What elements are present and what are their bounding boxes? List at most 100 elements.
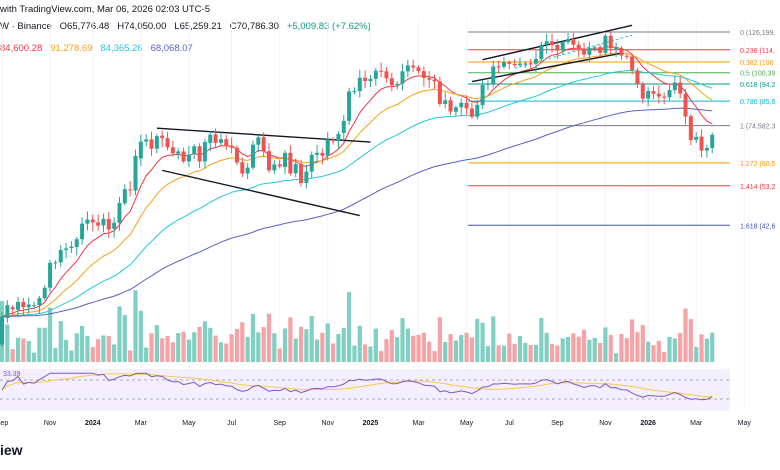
- volume-bar: [37, 327, 42, 362]
- candle-body: [555, 45, 560, 51]
- volume-bar: [74, 333, 79, 362]
- volume-bar: [261, 327, 266, 362]
- volume-bar: [63, 340, 69, 362]
- volume-bar: [202, 321, 208, 362]
- volume-bar: [58, 321, 63, 362]
- volume-bar: [69, 350, 74, 362]
- volume-bar: [320, 332, 325, 362]
- candle-body: [480, 84, 485, 106]
- volume-bar: [651, 345, 656, 362]
- volume-bar: [453, 340, 458, 362]
- volume-bar: [581, 329, 587, 362]
- chart-header: with TradingView.com, Mar 06, 2026 02:03…: [0, 0, 780, 54]
- candle-body: [550, 41, 555, 46]
- volume-bar: [133, 290, 138, 362]
- channel-lower-trendline: [471, 52, 622, 83]
- volume-bar: [640, 324, 645, 362]
- rsi-pane-bg: [0, 369, 730, 411]
- volume-bar: [336, 334, 341, 362]
- close-value: C70,786.30: [229, 21, 279, 32]
- candle-body: [202, 142, 207, 162]
- volume-bar: [635, 332, 640, 362]
- volume-bar: [282, 328, 288, 362]
- ema-mid-value: 91,278.69: [50, 43, 93, 54]
- candle-body: [288, 152, 293, 174]
- candle-body: [405, 65, 410, 72]
- volume-bar: [85, 335, 90, 362]
- ema-fast-line: [1, 46, 713, 318]
- fib-label: 1.272 (60,5: [740, 161, 776, 168]
- volume-bar: [512, 343, 517, 362]
- x-tick-label: May: [738, 420, 752, 427]
- fib-label: 0.786 (85,6: [740, 99, 776, 106]
- x-tick-label: 2024: [85, 420, 101, 427]
- x-tick-label: May: [182, 420, 196, 427]
- volume-bar: [165, 335, 170, 362]
- volume-bar: [475, 318, 480, 362]
- candle-body: [651, 91, 656, 94]
- candle-body: [165, 138, 170, 148]
- volume-bar: [587, 339, 592, 362]
- volume-bar: [26, 341, 31, 362]
- fib-label: 1 (74,582.3: [740, 124, 776, 131]
- x-tick-label: May: [460, 420, 474, 427]
- candle-body: [352, 91, 357, 93]
- candle-body: [469, 108, 474, 117]
- candle-body: [261, 137, 266, 152]
- candle-body: [320, 152, 325, 156]
- volume-bar: [576, 336, 581, 362]
- candle-body: [138, 141, 143, 159]
- volume-bar: [368, 346, 373, 362]
- candle-body: [421, 71, 426, 78]
- low-value: L65,259.21: [174, 21, 222, 32]
- candle-body: [42, 287, 47, 299]
- volume-bar: [416, 335, 421, 362]
- volume-bar: [117, 306, 122, 362]
- symbol-exchange: W · Binance: [0, 21, 52, 32]
- volume-bar: [357, 325, 362, 362]
- candle-body: [453, 107, 458, 112]
- volume-bar: [298, 326, 304, 362]
- candle-body: [624, 55, 629, 57]
- volume-bar: [667, 336, 672, 362]
- volume-bar: [122, 314, 127, 362]
- candle-body: [432, 79, 437, 82]
- volume-bar: [389, 330, 394, 362]
- candle-body: [48, 262, 53, 288]
- volume-bar: [288, 317, 293, 362]
- candle-body: [678, 82, 683, 94]
- ema-long-line: [1, 107, 713, 318]
- candle-body: [523, 63, 528, 65]
- volume-bar: [619, 333, 624, 362]
- volume-bar: [672, 338, 677, 362]
- volume-bar: [154, 325, 159, 362]
- volume-bar: [42, 327, 47, 362]
- candle-body: [363, 77, 368, 82]
- candle-body: [437, 81, 442, 105]
- candle-body: [528, 63, 533, 65]
- volume-bar: [544, 332, 549, 362]
- candle-body: [704, 147, 709, 151]
- volume-bar: [330, 343, 336, 362]
- volume-bar: [224, 343, 229, 362]
- volume-bar: [112, 344, 117, 362]
- candle-body: [517, 63, 522, 66]
- volume-bar: [533, 344, 539, 362]
- volume-bar: [571, 333, 576, 362]
- candle-body: [699, 136, 704, 151]
- fib-label: 1.618 (42,6: [740, 223, 776, 230]
- volume-bar: [373, 328, 378, 362]
- volume-bar: [250, 313, 256, 362]
- candle-body: [656, 93, 661, 97]
- candle-body: [58, 249, 63, 263]
- volume-bar: [138, 310, 143, 362]
- candle-body: [304, 171, 309, 184]
- candle-body: [646, 90, 651, 99]
- volume-bar: [678, 333, 683, 362]
- x-tick-label: Sep: [273, 420, 286, 427]
- volume-bar: [149, 333, 154, 362]
- candle-body: [608, 35, 613, 49]
- candle-body: [347, 91, 352, 121]
- candle-body: [587, 48, 592, 55]
